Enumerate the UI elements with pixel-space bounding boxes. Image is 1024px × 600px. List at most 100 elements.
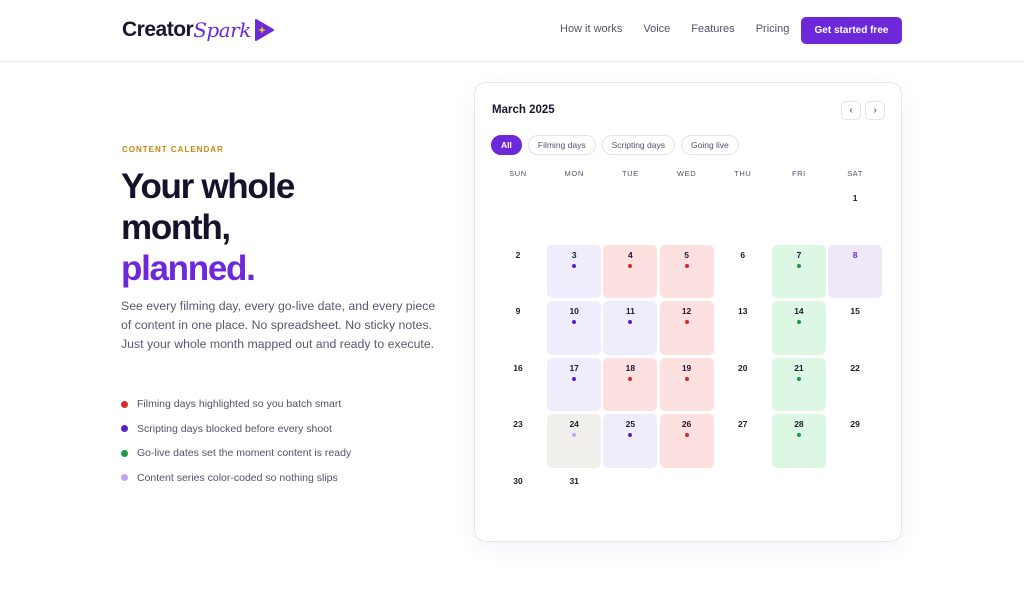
event-dot xyxy=(796,433,801,437)
day-cell[interactable]: 21 xyxy=(771,357,826,411)
day-cell[interactable]: 30 xyxy=(491,471,545,525)
day-number: 29 xyxy=(850,419,860,429)
day-cell[interactable]: 22 xyxy=(828,358,882,412)
empty-cell xyxy=(660,471,714,525)
day-cell[interactable]: 2 xyxy=(491,245,545,299)
day-number: 18 xyxy=(625,362,636,373)
day-number: 11 xyxy=(625,306,635,316)
day-number: 21 xyxy=(794,362,804,373)
event-dot xyxy=(796,320,801,324)
day-number: 16 xyxy=(513,362,523,373)
event-dot xyxy=(572,376,577,381)
day-number: 9 xyxy=(515,306,521,316)
day-cell[interactable]: 4 xyxy=(603,244,658,298)
weekday-label: FRI xyxy=(791,169,806,178)
filter-chip[interactable]: Filming days xyxy=(527,135,596,155)
cta-button[interactable]: Get started free xyxy=(801,17,902,44)
day-cell[interactable]: 19 xyxy=(659,357,714,411)
day-cell[interactable]: 25 xyxy=(603,414,658,468)
day-cell[interactable]: 10 xyxy=(547,301,602,355)
day-cell[interactable]: 17 xyxy=(547,357,602,411)
day-number: 28 xyxy=(794,419,804,429)
empty-cell xyxy=(772,471,826,525)
day-cell[interactable]: 8 xyxy=(828,244,883,298)
empty-cell xyxy=(547,188,601,242)
day-cell[interactable]: 5 xyxy=(659,244,714,298)
day-number: 25 xyxy=(625,419,636,429)
weekday-header: SUN MON TUE WED THU FRI SAT xyxy=(491,169,882,178)
nav-link[interactable]: Voice xyxy=(643,23,671,35)
filter-chips: All Filming days Scripting days Going live xyxy=(491,135,739,155)
day-cell[interactable]: 24 xyxy=(547,414,602,468)
day-cell[interactable]: 3 xyxy=(547,244,602,298)
event-dot xyxy=(684,433,689,437)
day-number: 15 xyxy=(850,306,860,316)
day-number: 20 xyxy=(738,362,748,373)
feature-item: Content series color-coded so nothing sl… xyxy=(121,466,351,491)
day-cell[interactable]: 11 xyxy=(603,301,658,355)
filter-chip[interactable]: Scripting days xyxy=(601,135,675,155)
day-number: 4 xyxy=(628,249,633,260)
day-cell[interactable]: 23 xyxy=(491,414,545,468)
event-dot xyxy=(796,376,801,381)
headline-line: Your whole xyxy=(121,167,295,206)
day-number: 12 xyxy=(681,306,692,316)
empty-cell xyxy=(716,188,770,242)
headline-accent: planned. xyxy=(121,249,256,288)
day-cell[interactable]: 29 xyxy=(828,414,882,468)
calendar-card: March 2025 ‹ › All Filming days Scripting … xyxy=(474,82,902,542)
event-dot xyxy=(628,320,633,324)
empty-cell xyxy=(660,188,714,242)
empty-cell xyxy=(491,188,545,242)
nav-link[interactable]: Pricing xyxy=(755,23,790,35)
next-month[interactable]: › xyxy=(865,101,885,120)
day-cell[interactable]: 26 xyxy=(659,414,714,468)
day-number: 24 xyxy=(569,419,579,429)
day-cell[interactable]: 12 xyxy=(659,301,714,355)
day-cell[interactable]: 1 xyxy=(828,188,882,242)
day-cell[interactable]: 20 xyxy=(716,358,770,412)
day-cell[interactable]: 28 xyxy=(771,414,826,468)
feature-text: Scripting days blocked before every shoo… xyxy=(137,422,332,435)
day-cell[interactable]: 14 xyxy=(771,301,826,355)
day-number: 30 xyxy=(513,475,523,486)
day-number: 27 xyxy=(738,419,748,429)
filter-chip[interactable]: Going live xyxy=(680,135,739,155)
weekday-label: MON xyxy=(564,169,584,178)
day-cell[interactable]: 15 xyxy=(828,301,882,355)
day-cell[interactable]: 13 xyxy=(716,301,770,355)
feature-text: Filming days highlighted so you batch sm… xyxy=(137,398,342,411)
day-cell[interactable]: 31 xyxy=(547,471,601,525)
brand-logo[interactable]: Creator Spark xyxy=(122,18,274,42)
bullet-dot xyxy=(121,474,128,482)
day-cell[interactable]: 16 xyxy=(491,358,545,412)
event-dot xyxy=(684,320,689,324)
prev-month[interactable]: ‹ xyxy=(841,101,861,120)
event-dot xyxy=(628,433,633,437)
day-number: 5 xyxy=(684,249,689,260)
nav-link[interactable]: Features xyxy=(691,23,735,35)
day-cell[interactable]: 6 xyxy=(716,245,770,299)
hero-body: See every filming day, every go-live dat… xyxy=(121,299,436,351)
headline-line: month, xyxy=(121,208,231,247)
filter-chip[interactable]: All xyxy=(491,135,522,155)
day-cell[interactable]: 27 xyxy=(716,414,770,468)
day-number: 6 xyxy=(740,249,746,260)
event-dot xyxy=(628,263,633,268)
day-cell[interactable]: 7 xyxy=(771,244,826,298)
day-number: 13 xyxy=(738,306,748,316)
weekday-label: WED xyxy=(676,169,697,178)
event-dot xyxy=(684,376,689,381)
navbar: Creator Spark How it works Voice Features Pr… xyxy=(0,0,1024,62)
nav-links: How it works Voice Features Pricing xyxy=(560,23,810,35)
event-dot xyxy=(628,376,633,381)
weekday-label: TUE xyxy=(621,169,639,178)
day-cell[interactable]: 9 xyxy=(491,301,545,355)
event-dot xyxy=(684,263,689,268)
nav-link[interactable]: How it works xyxy=(560,23,623,35)
event-dot xyxy=(796,263,801,268)
feature-item: Scripting days blocked before every shoo… xyxy=(121,417,351,442)
brand-accent: Spark xyxy=(193,18,251,42)
day-cell[interactable]: 18 xyxy=(603,357,658,411)
